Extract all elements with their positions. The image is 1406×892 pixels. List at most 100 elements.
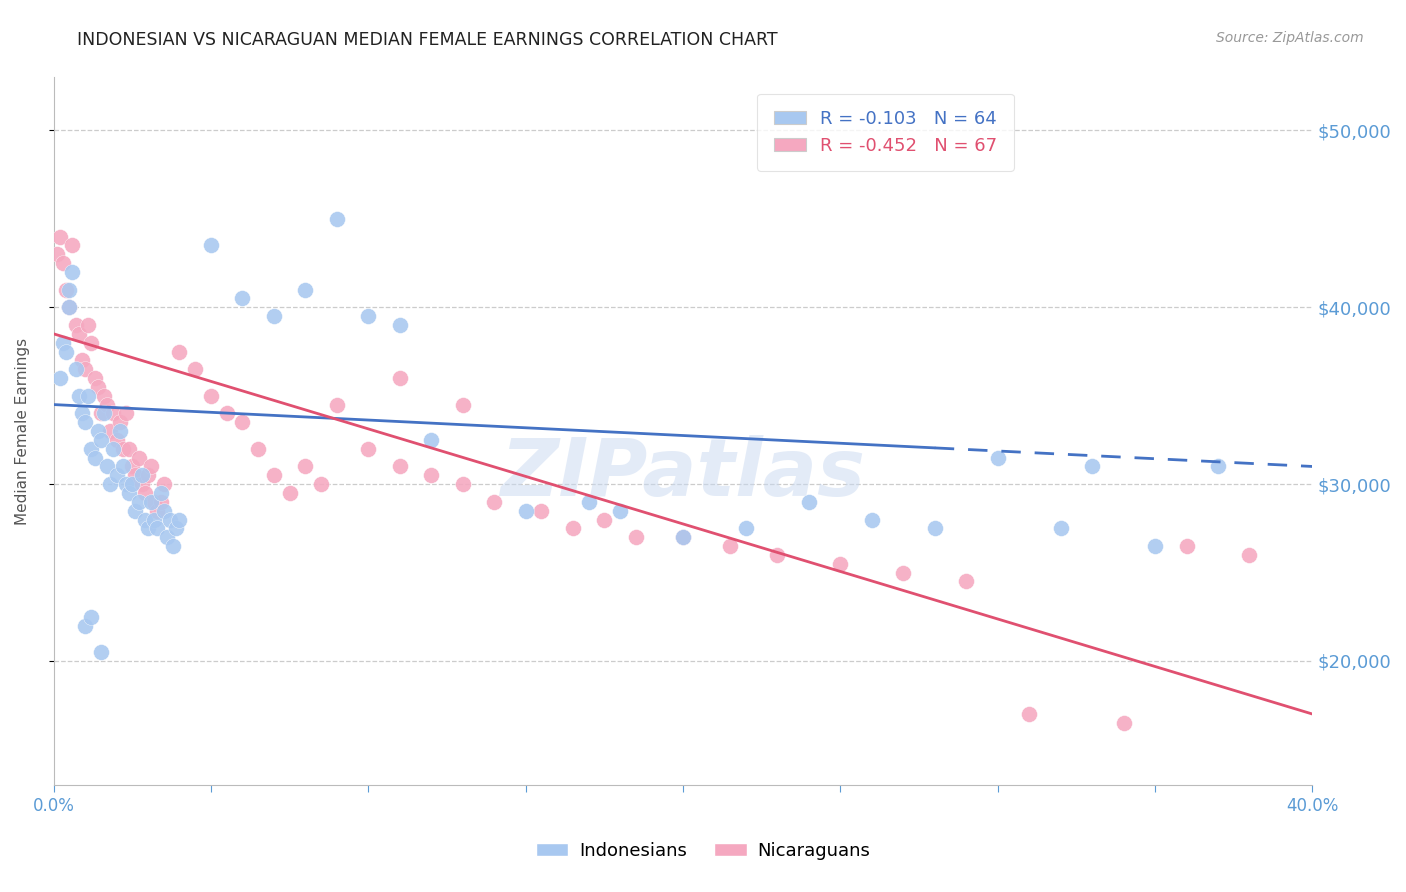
Point [65, 318, 87, 332]
Point [1206, 459, 1229, 474]
Point [357, 309, 380, 323]
Point [860, 512, 883, 526]
Point [77, 318, 100, 332]
Point [231, 292, 253, 306]
Point [309, 477, 332, 491]
Point [136, 521, 159, 535]
Point [165, 521, 187, 535]
Point [124, 468, 146, 483]
Point [278, 486, 301, 500]
Point [86, 380, 108, 394]
Point [149, 495, 172, 509]
Point [67, 326, 90, 341]
Point [105, 433, 128, 447]
Point [103, 442, 125, 456]
Point [70, 406, 93, 420]
Point [388, 459, 411, 474]
Legend: Indonesians, Nicaraguans: Indonesians, Nicaraguans [529, 835, 877, 867]
Point [111, 442, 134, 456]
Point [136, 468, 159, 483]
Point [49, 229, 72, 244]
Point [326, 398, 349, 412]
Point [388, 318, 411, 332]
Point [672, 530, 695, 544]
Point [891, 566, 914, 580]
Point [58, 301, 80, 315]
Point [131, 477, 153, 491]
Point [90, 406, 112, 420]
Point [115, 406, 138, 420]
Point [128, 450, 150, 465]
Point [115, 477, 138, 491]
Point [58, 283, 80, 297]
Point [1144, 539, 1167, 553]
Point [263, 468, 285, 483]
Point [797, 495, 820, 509]
Point [215, 406, 238, 420]
Point [156, 530, 179, 544]
Point [451, 398, 474, 412]
Point [77, 389, 100, 403]
Point [420, 468, 443, 483]
Point [62, 238, 84, 252]
Point [118, 442, 141, 456]
Point [561, 521, 583, 535]
Point [1239, 548, 1261, 562]
Point [90, 645, 112, 659]
Point [96, 398, 118, 412]
Point [672, 530, 695, 544]
Point [294, 283, 316, 297]
Point [105, 468, 128, 483]
Text: Source: ZipAtlas.com: Source: ZipAtlas.com [1216, 31, 1364, 45]
Point [1112, 715, 1135, 730]
Point [121, 459, 143, 474]
Point [90, 433, 112, 447]
Point [263, 309, 285, 323]
Point [124, 504, 146, 518]
Point [93, 389, 115, 403]
Point [55, 344, 77, 359]
Point [62, 265, 84, 279]
Point [111, 459, 134, 474]
Point [121, 477, 143, 491]
Point [118, 486, 141, 500]
Point [67, 389, 90, 403]
Point [515, 504, 537, 518]
Point [388, 371, 411, 385]
Point [451, 477, 474, 491]
Point [1049, 521, 1071, 535]
Point [247, 442, 270, 456]
Point [482, 495, 505, 509]
Point [1175, 539, 1198, 553]
Y-axis label: Median Female Earnings: Median Female Earnings [15, 337, 30, 524]
Point [578, 495, 600, 509]
Point [103, 406, 125, 420]
Point [152, 504, 174, 518]
Point [55, 283, 77, 297]
Point [75, 618, 97, 632]
Text: INDONESIAN VS NICARAGUAN MEDIAN FEMALE EARNINGS CORRELATION CHART: INDONESIAN VS NICARAGUAN MEDIAN FEMALE E… [77, 31, 778, 49]
Point [49, 371, 72, 385]
Point [200, 389, 222, 403]
Point [159, 512, 181, 526]
Point [45, 247, 67, 261]
Point [830, 557, 852, 571]
Point [83, 450, 105, 465]
Point [152, 477, 174, 491]
Point [75, 362, 97, 376]
Point [98, 424, 121, 438]
Point [593, 512, 616, 526]
Point [134, 512, 156, 526]
Point [108, 415, 131, 429]
Point [294, 459, 316, 474]
Point [735, 521, 758, 535]
Point [141, 495, 163, 509]
Point [766, 548, 789, 562]
Point [134, 486, 156, 500]
Point [326, 211, 349, 226]
Point [52, 256, 75, 270]
Point [96, 459, 118, 474]
Point [83, 371, 105, 385]
Point [80, 609, 103, 624]
Point [955, 574, 977, 589]
